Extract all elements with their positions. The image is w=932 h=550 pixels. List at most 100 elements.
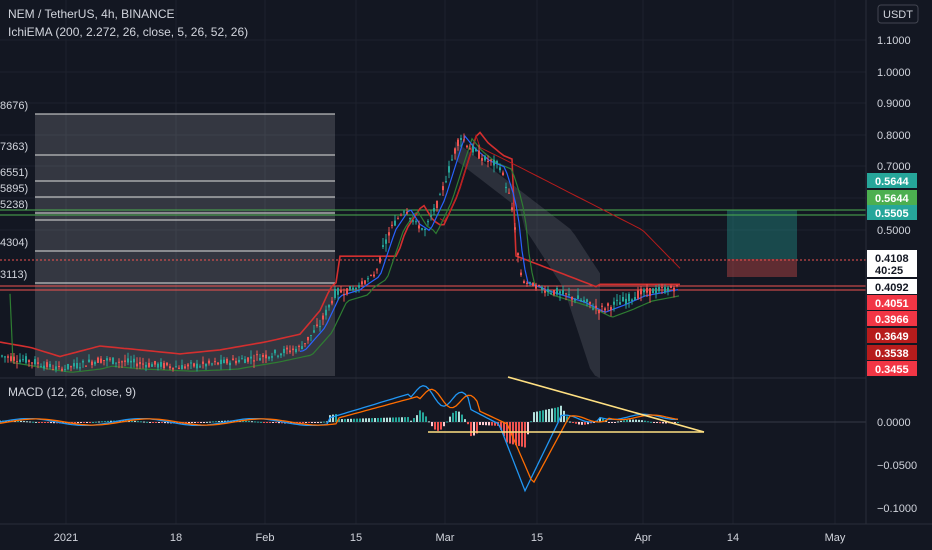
indicator-legend[interactable]: IchiEMA (200, 2.272, 26, close, 5, 26, 5… [8,25,248,39]
macd-bar [443,422,445,427]
candle-body [175,366,177,368]
macd-bar [167,422,169,424]
macd-bar [209,421,211,423]
macd-bar [488,422,490,426]
macd-bar [569,421,571,423]
fib-label: 7363) [0,141,28,153]
candle-body [292,348,294,351]
macd-bar [518,422,520,446]
candle-body [367,278,369,280]
macd-bar [92,421,94,423]
macd-bar [434,422,436,430]
candle-body [580,299,582,301]
price-badge [867,173,917,188]
fib-zone[interactable] [35,114,335,376]
candle-body [55,366,57,370]
macd-bar [29,421,31,423]
price-badge [867,295,917,310]
price-badge-text: 40:25 [875,265,903,277]
macd-bar [218,421,220,423]
long-position-stop[interactable] [727,259,797,277]
macd-bar [200,422,202,423]
macd-bar [557,407,559,422]
candle-body [352,287,354,291]
macd-bar [665,422,667,424]
trendline-upper[interactable] [507,376,705,433]
candle-body [124,360,126,362]
macd-tick-group: 0.0000 −0.0500 −0.1000 [877,417,917,515]
macd-bar [638,419,640,422]
candle-body [646,287,648,293]
macd-bar [404,417,406,422]
macd-bar [98,421,100,423]
price-badges: 0.56440.56440.55050.410840:250.40920.405… [867,173,917,376]
candle-body [10,356,12,361]
macd-bar [410,420,412,422]
macd-bar [587,422,589,425]
candle-body [76,362,78,369]
candle-body [493,159,495,166]
macd-bar [299,422,301,424]
candle-body [355,287,357,290]
candle-body [391,224,393,226]
macd-tick-label: 0.0000 [877,417,911,429]
candle-body [34,359,36,365]
macd-bar [572,422,574,423]
macd-bar [539,410,541,422]
candle-body [505,186,507,189]
macd-bar [158,422,160,423]
candle-body [445,181,447,183]
candle-body [4,356,6,358]
candle-body [364,280,366,284]
candle-body [454,148,456,154]
candle-body [415,221,417,223]
candle-body [304,343,306,345]
long-position-target[interactable] [727,210,797,259]
x-tick-label: 14 [727,532,739,544]
candle-body [349,286,351,291]
candle-body [226,358,228,364]
candle-body [52,369,54,371]
macd-bar [503,422,505,437]
macd-bar [479,422,481,425]
macd-legend[interactable]: MACD (12, 26, close, 9) [8,385,136,399]
price-badge-text: 0.4051 [875,298,909,310]
macd-bar [554,407,556,422]
fib-label: 3113) [0,269,27,281]
macd-bar [311,422,313,423]
macd-bar [656,422,658,423]
candle-body [235,360,237,364]
candle-body [511,207,513,210]
macd-tick-label: −0.0500 [877,460,917,472]
macd-bar [53,422,55,424]
macd-bar [608,422,610,423]
candle-body [298,345,300,347]
candle-body [100,358,102,363]
y-tick-label: 0.7000 [877,161,911,173]
x-tick-group: 2021 18 Feb 15 Mar 15 Apr 14 May [54,532,846,544]
candle-body [220,359,222,365]
candle-body [472,145,474,153]
currency-button[interactable] [877,4,919,24]
candle-body [157,363,159,368]
candle-body [577,295,579,299]
candle-body [328,304,330,308]
candle-body [136,363,138,367]
fib-label-group: 8676) 7363) 6551) 5895) 5238) 4304) 3113) [0,100,28,281]
symbol-legend[interactable]: NEM / TetherUS, 4h, BINANCE [8,7,175,21]
candle-body [670,285,672,288]
macd-bar [134,420,136,422]
candle-body [484,156,486,161]
candle-body [544,290,546,293]
price-badge [867,328,917,343]
candle-body [616,299,618,301]
macd-bar [542,410,544,422]
candle-body [661,287,663,289]
macd-bar [614,422,616,423]
candle-body [277,355,279,357]
candle-body [448,166,450,173]
x-tick-label: 2021 [54,532,78,544]
macd-bar [371,418,373,422]
